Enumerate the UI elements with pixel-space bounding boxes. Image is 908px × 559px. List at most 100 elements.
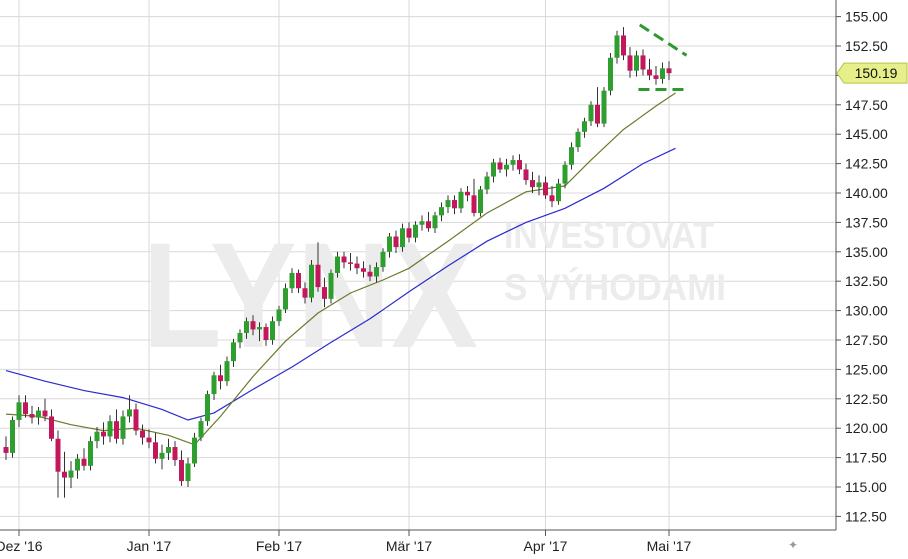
candle-body [16, 402, 22, 420]
candle-body [543, 182, 548, 196]
y-tick-label: 152.50 [845, 38, 888, 54]
candle [530, 171, 535, 193]
y-tick-label: 137.50 [845, 214, 888, 230]
candle [263, 323, 269, 346]
candle-body [140, 430, 145, 438]
candle [309, 260, 314, 303]
x-tick-label: Dez '16 [0, 538, 43, 554]
candle [387, 232, 392, 258]
last-price-label: 150.19 [855, 65, 898, 81]
candle-body [595, 104, 600, 124]
candle-body [549, 195, 555, 202]
candle-body [426, 221, 431, 229]
last-price-tag [836, 62, 908, 84]
candle-body [3, 447, 9, 453]
candle [101, 422, 106, 445]
ma-short-line [5, 92, 676, 446]
candle [166, 438, 171, 460]
candle [647, 58, 652, 81]
candle-body [250, 321, 256, 330]
candle-body [614, 35, 620, 58]
candle [666, 61, 672, 81]
candle [231, 338, 236, 368]
candle-body [510, 160, 516, 165]
candle-body [432, 215, 438, 229]
candle [640, 49, 646, 76]
candle-body [205, 394, 210, 422]
candle-body [517, 160, 522, 170]
candle [452, 195, 457, 215]
watermark-line2: S VÝHODAMI [504, 267, 726, 308]
candle-body [582, 121, 587, 132]
candle [283, 283, 288, 313]
candle [361, 261, 366, 278]
candle [543, 176, 548, 199]
y-tick-label: 140.00 [845, 185, 888, 201]
candle-body [556, 183, 561, 202]
candle [627, 47, 633, 78]
candle [426, 211, 431, 232]
candle-body [497, 162, 503, 170]
candle-body [185, 463, 191, 482]
nav-arrow-icon[interactable]: ✦ [788, 538, 798, 552]
candle-body [530, 180, 535, 188]
candle [497, 157, 503, 174]
candle-body [471, 195, 477, 213]
candle-body [23, 402, 28, 415]
candle-body [244, 321, 249, 333]
candle-body [49, 416, 54, 439]
candle-body [361, 268, 366, 272]
watermark: LYNX INVESTOVAT S VÝHODAMI [142, 211, 726, 379]
candle-body [621, 35, 626, 56]
candle [172, 441, 178, 466]
candle [81, 448, 87, 471]
candle [328, 269, 334, 304]
y-tick-label: 117.50 [845, 450, 887, 466]
candle [621, 27, 626, 61]
candle [601, 87, 607, 128]
candle-body [276, 309, 282, 322]
candle [634, 50, 639, 77]
candle-body [68, 470, 74, 478]
candle-body [120, 416, 126, 439]
candle [393, 230, 399, 253]
candle-body [419, 221, 425, 225]
candle [582, 117, 587, 138]
candle [517, 154, 522, 175]
y-tick-label: 122.50 [845, 391, 888, 407]
candle-body [640, 55, 646, 70]
candle [224, 356, 230, 386]
candle [315, 242, 321, 292]
candle-body [296, 272, 301, 289]
candle [653, 65, 659, 85]
candles [3, 27, 672, 498]
candle [439, 202, 444, 222]
candle-body [406, 228, 412, 238]
candle-body [367, 271, 373, 277]
candle-body [666, 68, 672, 74]
candle-body [491, 162, 496, 177]
candle-body [101, 431, 106, 437]
candle-body [627, 55, 633, 71]
candle-body [302, 288, 308, 298]
candle-body [354, 263, 360, 269]
candle [432, 211, 438, 233]
y-tick-label: 125.00 [845, 361, 888, 377]
candle-body [634, 55, 639, 71]
x-tick-label: Mai '17 [647, 538, 692, 554]
candle [10, 416, 15, 458]
candle [445, 195, 451, 213]
candle-body [478, 189, 483, 213]
candle [588, 101, 594, 126]
candle-body [211, 375, 217, 395]
candle [114, 409, 119, 444]
candle [29, 405, 35, 424]
candle-body [114, 421, 119, 439]
candle [205, 390, 210, 426]
y-tick-label: 142.50 [845, 156, 888, 172]
candle-body [335, 256, 340, 273]
y-tick-label: 120.00 [845, 420, 888, 436]
candle-body [107, 421, 113, 437]
candle-body [484, 176, 490, 190]
